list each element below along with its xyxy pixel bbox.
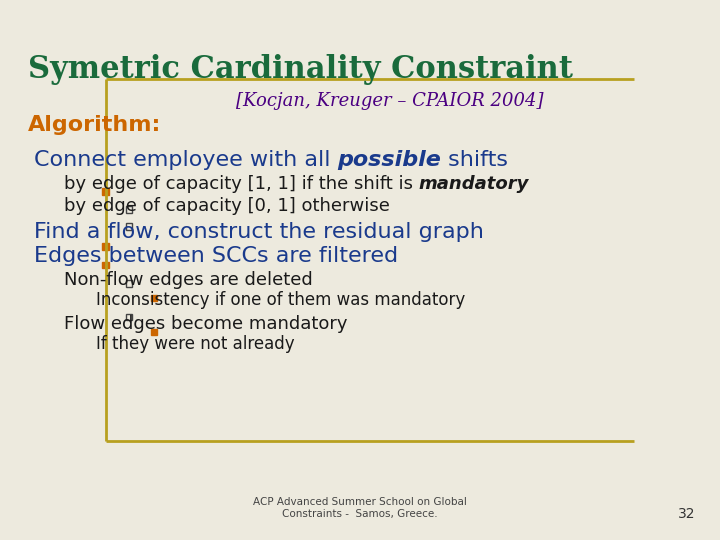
Text: Flow edges become mandatory: Flow edges become mandatory	[64, 315, 348, 333]
Text: shifts: shifts	[441, 150, 508, 170]
Text: possible: possible	[338, 150, 441, 170]
Text: by edge of capacity [0, 1] otherwise: by edge of capacity [0, 1] otherwise	[64, 197, 390, 215]
Text: ACP Advanced Summer School on Global
Constraints -  Samos, Greece.: ACP Advanced Summer School on Global Con…	[253, 497, 467, 519]
Bar	[151, 295, 157, 301]
Text: by edge of capacity [1, 1] if the shift is: by edge of capacity [1, 1] if the shift …	[64, 175, 419, 193]
Text: Algorithm:: Algorithm:	[28, 115, 161, 135]
Bar	[102, 261, 109, 268]
Text: Connect employee with all: Connect employee with all	[34, 150, 338, 170]
Text: Symetric Cardinality Constraint: Symetric Cardinality Constraint	[28, 54, 573, 85]
Text: Find a flow, construct the residual graph: Find a flow, construct the residual grap…	[34, 222, 484, 242]
Bar	[126, 314, 132, 320]
Bar	[151, 329, 157, 335]
Text: Edges between SCCs are filtered: Edges between SCCs are filtered	[34, 246, 398, 266]
Text: Non-flow edges are deleted: Non-flow edges are deleted	[64, 271, 312, 289]
Text: Inconsistency if one of them was mandatory: Inconsistency if one of them was mandato…	[96, 291, 465, 309]
Bar	[102, 243, 109, 250]
Text: If they were not already: If they were not already	[96, 335, 294, 353]
Text: [Kocjan, Kreuger – CPAIOR 2004]: [Kocjan, Kreuger – CPAIOR 2004]	[236, 92, 544, 110]
Text: mandatory: mandatory	[419, 175, 529, 193]
Bar	[102, 187, 109, 194]
Text: 32: 32	[678, 507, 695, 521]
Bar	[126, 224, 132, 230]
Bar	[126, 280, 132, 287]
Bar	[126, 206, 132, 213]
